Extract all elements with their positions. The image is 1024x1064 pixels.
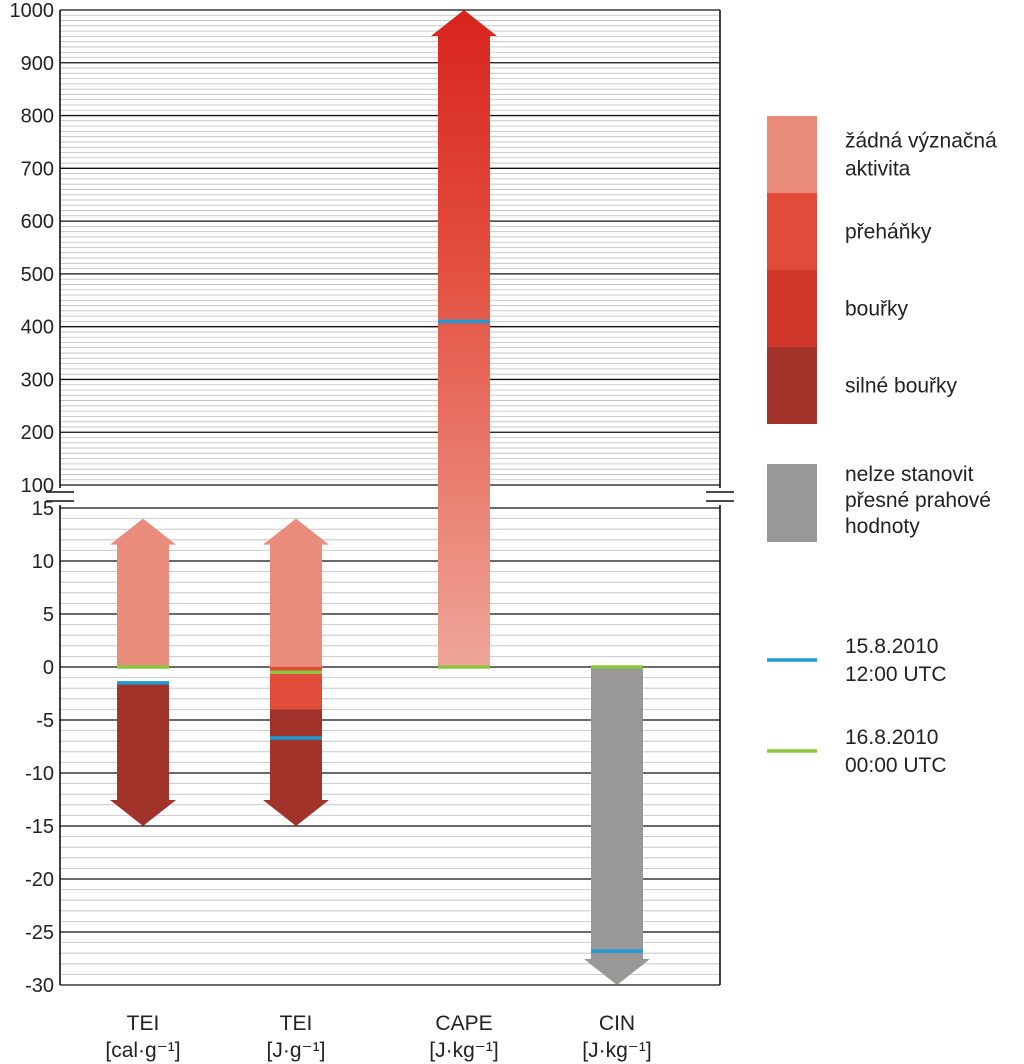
legend-label-undetermined: hodnoty	[845, 515, 920, 538]
x-axis-categories: TEI [cal·g⁻¹] TEI [J·g⁻¹] CAPE [J·kg⁻¹] CIN [J·…	[105, 1012, 651, 1062]
legend-label-undetermined: přesné prahové	[845, 489, 991, 512]
y-tick-label: 200	[21, 422, 54, 444]
legend-swatch-severe	[767, 347, 817, 424]
y-tick-label: 0	[43, 657, 54, 679]
y-tick-label: -30	[25, 975, 54, 997]
y-tick-label: 1000	[10, 0, 55, 22]
category-unit: [J·kg⁻¹]	[582, 1039, 651, 1062]
y-tick-label: -15	[25, 816, 54, 838]
band-none-1	[263, 518, 329, 667]
y-tick-label: 5	[43, 604, 54, 626]
legend-swatch-showers	[767, 193, 817, 270]
band-showers-1	[270, 667, 322, 710]
legend-label-showers: přeháňky	[845, 221, 932, 244]
legend-series-label: 00:00 UTC	[845, 754, 947, 777]
legend-series-label: 15.8.2010	[845, 635, 938, 658]
y-tick-label: 10	[32, 551, 54, 573]
legend-label-severe: silné bouřky	[845, 375, 958, 398]
legend-swatch-none	[767, 116, 817, 193]
category-label: CIN	[599, 1012, 635, 1035]
y-tick-label: 700	[21, 158, 54, 180]
legend-label-none: žádná význačná	[845, 130, 997, 153]
band-severe-0	[110, 682, 176, 826]
legend-label-undetermined: nelze stanovit	[845, 463, 974, 486]
y-tick-label: -20	[25, 869, 54, 891]
category-unit: [J·kg⁻¹]	[429, 1039, 498, 1062]
category-label: TEI	[127, 1012, 160, 1035]
category-unit: [cal·g⁻¹]	[105, 1039, 180, 1062]
y-tick-label: -5	[36, 710, 54, 732]
y-tick-label: -25	[25, 922, 54, 944]
y-tick-label: 900	[21, 53, 54, 75]
y-axis: 1002003004005006007008009001000-30-25-20…	[10, 0, 734, 997]
y-tick-label: 800	[21, 106, 54, 128]
observation-markers	[117, 319, 643, 953]
category-unit: [J·g⁻¹]	[267, 1039, 326, 1062]
y-tick-label: 300	[21, 369, 54, 391]
legend-label-storms: bouřky	[845, 298, 909, 321]
legend-series-label: 12:00 UTC	[845, 663, 947, 686]
category-label: CAPE	[435, 1012, 492, 1035]
bars	[110, 10, 650, 985]
y-tick-label: 100	[21, 475, 54, 497]
y-tick-label: 600	[21, 211, 54, 233]
y-tick-label: 15	[32, 498, 54, 520]
legend-swatch-storms	[767, 270, 817, 347]
y-tick-label: 500	[21, 264, 54, 286]
band-gradient_none_to_storms-2	[431, 10, 497, 667]
y-tick-label: 400	[21, 317, 54, 339]
legend: žádná význačná aktivita přeháňky bouřky siln…	[767, 116, 997, 777]
y-tick-label: -10	[25, 763, 54, 785]
category-label: TEI	[280, 1012, 313, 1035]
band-none-0	[110, 518, 176, 667]
legend-label-none: aktivita	[845, 158, 911, 181]
legend-swatch-undetermined	[767, 464, 817, 542]
band-undetermined-3	[584, 667, 650, 985]
legend-series-label: 16.8.2010	[845, 726, 938, 749]
